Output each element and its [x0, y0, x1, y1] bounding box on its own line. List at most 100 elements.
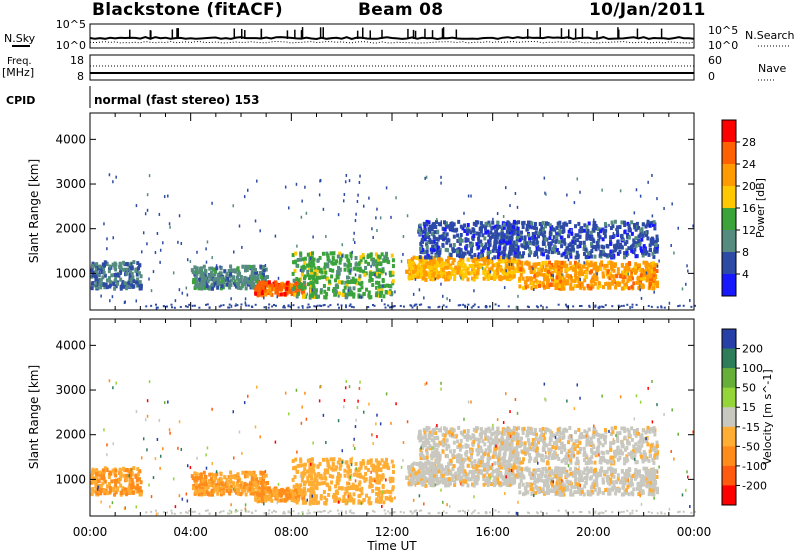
power-cell: [476, 220, 480, 225]
power-cell: [285, 290, 289, 295]
power-cell: [170, 306, 173, 309]
noise-right-top-tick: 10^5: [708, 24, 738, 37]
power-cell: [430, 224, 434, 229]
power-cell: [618, 244, 622, 249]
power-cell: [123, 281, 127, 286]
velocity-cell: [385, 489, 389, 494]
power-cell: [238, 224, 241, 228]
velocity-cell: [335, 465, 339, 470]
power-cell: [598, 306, 601, 309]
power-cell: [479, 264, 483, 269]
power-cell: [491, 232, 495, 237]
velocity-cell: [367, 496, 371, 501]
power-cell: [468, 241, 472, 246]
power-cell: [641, 231, 645, 236]
power-cell: [448, 224, 452, 229]
velocity-cell: [459, 462, 463, 467]
power-cell: [649, 267, 653, 272]
power-cell: [520, 236, 524, 241]
power-cell: [645, 233, 649, 238]
power-cell: [488, 238, 492, 243]
velocity-cell: [476, 472, 480, 477]
power-cell: [265, 289, 269, 294]
velocity-cell: [542, 479, 546, 484]
velocity-cell: [449, 461, 453, 466]
power-cell: [414, 303, 417, 306]
velocity-cell: [490, 472, 494, 477]
power-cell: [91, 261, 95, 266]
power-cell: [228, 269, 232, 274]
power-cell: [497, 224, 501, 229]
power-cell: [135, 272, 139, 277]
velocity-cell: [335, 489, 339, 494]
velocity-cell: [291, 477, 295, 482]
power-cell: [580, 284, 584, 289]
power-cell: [487, 220, 491, 225]
velocity-cell: [326, 468, 330, 473]
power-cell: [611, 254, 615, 259]
power-cell: [189, 259, 192, 263]
velocity-cell: [306, 458, 310, 463]
power-cell: [545, 262, 549, 267]
power-cell: [224, 275, 228, 280]
power-cell: [502, 214, 505, 218]
power-cell: [553, 249, 557, 254]
power-cell: [345, 275, 349, 280]
power-cell: [472, 231, 476, 236]
velocity-cell: [477, 469, 481, 474]
power-cell: [569, 265, 573, 270]
velocity-cell: [334, 495, 338, 500]
velocity-cell: [314, 475, 318, 480]
velocity-cell: [229, 488, 233, 493]
power-cell: [648, 282, 652, 287]
velocity-cell: [255, 485, 259, 490]
power-cell: [156, 306, 159, 309]
power-cell: [199, 269, 203, 274]
power-cell: [682, 304, 685, 307]
power-cell: [655, 269, 659, 274]
velocity-cell: [261, 491, 265, 496]
velocity-cell: [261, 496, 265, 501]
power-cell: [93, 274, 97, 279]
power-cell: [465, 229, 469, 234]
power-cell: [218, 275, 222, 280]
velocity-cell: [431, 483, 435, 488]
power-cell: [523, 241, 527, 246]
power-cell: [419, 268, 423, 273]
power-cell: [480, 257, 484, 262]
power-cell: [440, 175, 442, 179]
velocity-cell: [496, 470, 500, 475]
power-cell: [647, 252, 651, 257]
velocity-cell: [137, 477, 141, 482]
power-cell: [587, 262, 591, 267]
power-cell: [441, 267, 445, 272]
power-cell: [436, 229, 440, 234]
velocity-cell: [241, 470, 245, 475]
power-cell: [508, 273, 512, 278]
velocity-cell: [552, 485, 556, 490]
power-cell: [375, 264, 379, 269]
velocity-cell: [485, 470, 489, 475]
power-cell: [325, 235, 327, 239]
power-cell: [530, 265, 534, 270]
power-cell: [384, 258, 388, 263]
velocity-cell: [283, 498, 287, 503]
velocity-cell: [500, 462, 504, 467]
velocity-cell: [242, 488, 246, 493]
power-cell: [263, 289, 267, 294]
velocity-cell: [428, 472, 432, 477]
power-cell: [524, 261, 528, 266]
velocity-cell: [562, 492, 566, 497]
velocity-cell: [501, 476, 505, 481]
velocity-cell: [453, 482, 457, 487]
power-cell: [237, 285, 241, 290]
power-cell: [259, 284, 263, 289]
power-cell: [623, 229, 627, 234]
power-cell: [513, 240, 517, 245]
power-cell: [464, 270, 468, 275]
power-cell: [477, 263, 481, 268]
power-cell: [142, 231, 145, 235]
velocity-cell: [462, 478, 466, 483]
velocity-cell: [200, 488, 204, 493]
